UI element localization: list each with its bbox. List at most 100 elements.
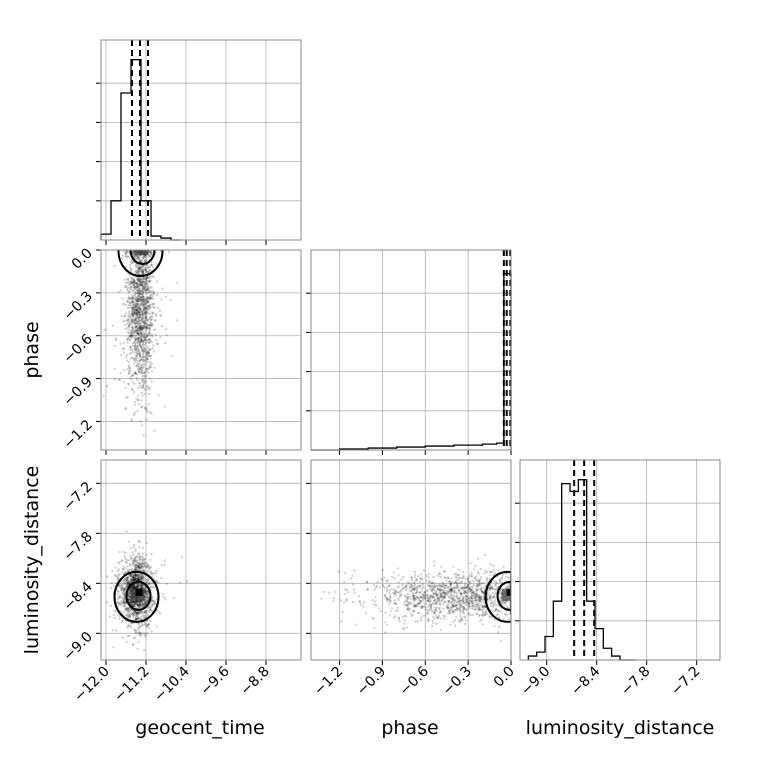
scatter-point (142, 586, 145, 589)
scatter-point (142, 280, 145, 283)
scatter-point (392, 591, 395, 595)
scatter-point (132, 611, 135, 615)
scatter-point (132, 331, 136, 334)
scatter-point (127, 382, 130, 386)
scatter-point (145, 601, 148, 604)
scatter-point (133, 584, 137, 588)
scatter-point (132, 600, 136, 603)
scatter-point (139, 631, 142, 634)
scatter-point (140, 319, 144, 322)
scatter-point (140, 604, 143, 607)
scatter-point (117, 378, 121, 381)
scatter-point (465, 591, 469, 595)
scatter-point (132, 575, 135, 578)
scatter-point (661, 576, 663, 578)
scatter-point (138, 307, 141, 310)
scatter-point (137, 563, 141, 566)
scatter-point (332, 600, 335, 603)
scatter-point (163, 559, 166, 562)
scatter-point (449, 588, 453, 591)
scatter-point (462, 599, 465, 603)
scatter-point (146, 286, 150, 290)
scatter-point (405, 599, 408, 603)
scatter-point (138, 283, 142, 287)
scatter-point (127, 367, 131, 370)
scatter-point (410, 614, 413, 617)
scatter-point (412, 597, 415, 601)
scatter-point (139, 576, 143, 579)
scatter-point (140, 339, 144, 342)
scatter-point (124, 587, 127, 590)
scatter-point (117, 596, 121, 599)
scatter-point (407, 601, 410, 604)
scatter-point (132, 312, 136, 315)
scatter-point (139, 565, 143, 568)
scatter-point (462, 598, 465, 601)
scatter-point (148, 581, 151, 585)
scatter-point (132, 586, 135, 589)
scatter-point (133, 578, 137, 582)
scatter-point (138, 258, 142, 261)
scatter-point (134, 309, 138, 312)
scatter-point (146, 609, 149, 612)
scatter-point (138, 604, 141, 607)
scatter-point (471, 587, 474, 590)
scatter-point (137, 256, 140, 259)
scatter-point (435, 584, 439, 588)
scatter-point (141, 285, 144, 289)
scatter-point (395, 602, 398, 605)
scatter-point (455, 615, 458, 618)
scatter-point (130, 329, 133, 333)
scatter-point (467, 580, 471, 584)
scatter-point (430, 585, 433, 589)
scatter-point (152, 344, 155, 347)
scatter-point (140, 348, 144, 351)
scatter-point (339, 599, 343, 602)
scatter-point (149, 347, 152, 351)
scatter-point (141, 359, 145, 363)
scatter-point (125, 250, 128, 253)
scatter-point (132, 282, 135, 286)
scatter-point (120, 620, 124, 624)
scatter-point (137, 292, 140, 295)
scatter-point (186, 580, 189, 583)
scatter-point (155, 338, 158, 342)
scatter-point (137, 309, 141, 312)
scatter-point (130, 568, 133, 572)
scatter-point (427, 576, 430, 579)
scatter-point (351, 574, 354, 577)
scatter-point (128, 615, 131, 618)
scatter-point (133, 336, 137, 339)
scatter-point (450, 587, 453, 590)
scatter-point (137, 367, 141, 371)
scatter-point (422, 586, 425, 589)
scatter-point (145, 589, 148, 592)
scatter-point (129, 573, 133, 577)
scatter-point (494, 584, 497, 587)
scatter-point (142, 603, 145, 606)
scatter-point (322, 590, 326, 594)
scatter-point (350, 577, 353, 580)
scatter-point (130, 313, 134, 316)
scatter-point (505, 600, 508, 604)
scatter-point (135, 582, 138, 586)
scatter-point (110, 604, 113, 607)
scatter-point (164, 295, 167, 299)
scatter-point (481, 610, 485, 614)
scatter-point (450, 577, 453, 580)
scatter-point (137, 282, 141, 285)
scatter-point (436, 574, 440, 577)
scatter-point (136, 378, 139, 382)
scatter-point (420, 605, 424, 608)
scatter-point (140, 555, 143, 558)
scatter-point (139, 280, 142, 283)
scatter-point (133, 318, 136, 322)
scatter-point (118, 596, 121, 599)
scatter-point (481, 608, 485, 612)
scatter-point (136, 561, 139, 565)
scatter-point (438, 611, 441, 615)
scatter-point (492, 568, 496, 571)
scatter-point (148, 566, 151, 570)
scatter-point (113, 574, 116, 577)
scatter-point (450, 601, 453, 604)
